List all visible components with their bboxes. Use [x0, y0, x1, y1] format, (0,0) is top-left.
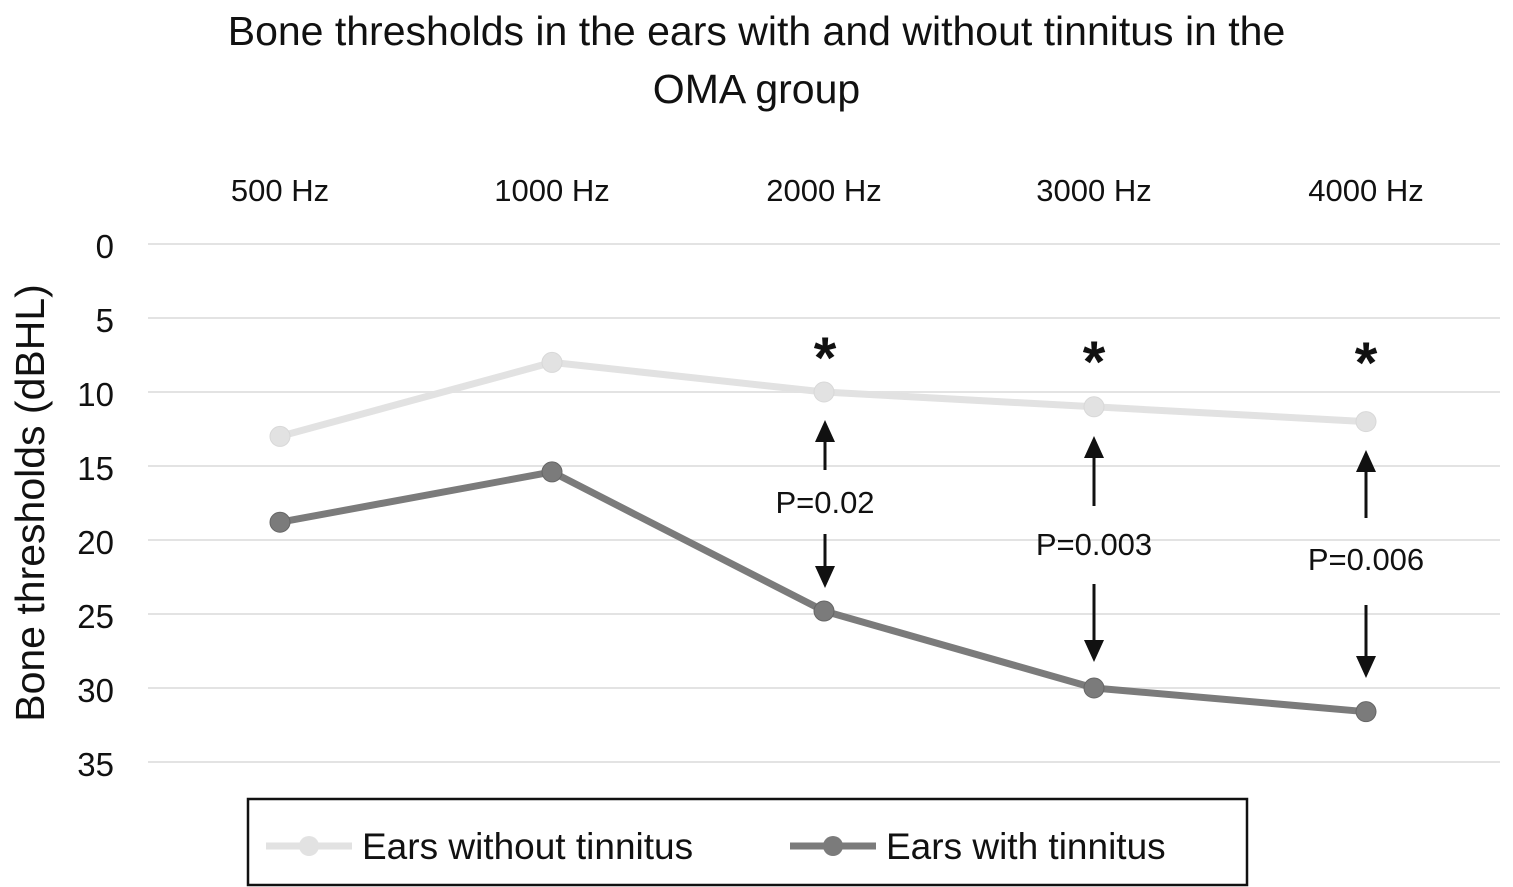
data-point [1355, 701, 1377, 723]
series [269, 351, 1377, 723]
legend-swatch-marker [823, 836, 843, 856]
y-tick-label: 0 [96, 228, 114, 265]
data-point [541, 351, 563, 373]
x-axis-ticks: 500 Hz 1000 Hz 2000 Hz 3000 Hz 4000 Hz [231, 173, 1424, 208]
chart-title-line-2: OMA group [652, 66, 861, 112]
data-point [1083, 396, 1105, 418]
annotations: * P=0.02 * P=0.003 * P=0.006 [775, 326, 1424, 678]
arrow-up [1356, 450, 1376, 518]
significance-star: * [1355, 331, 1378, 396]
series-1 [269, 351, 1377, 447]
data-point [1083, 677, 1105, 699]
x-tick-label: 4000 Hz [1308, 173, 1423, 208]
series-2 [269, 461, 1377, 723]
arrow-up [815, 420, 835, 470]
p-value-label: P=0.02 [775, 485, 874, 520]
x-tick-label: 3000 Hz [1036, 173, 1151, 208]
data-point [269, 511, 291, 533]
significance-star: * [814, 326, 837, 391]
y-axis-label: Bone thresholds (dBHL) [7, 284, 53, 722]
data-point [541, 461, 563, 483]
legend-box [246, 797, 1249, 887]
x-tick-label: 2000 Hz [766, 173, 881, 208]
y-tick-label: 20 [77, 524, 114, 561]
legend-label: Ears without tinnitus [362, 826, 693, 867]
significance-annotation: * P=0.003 [1036, 330, 1152, 662]
y-tick-label: 30 [77, 672, 114, 709]
y-tick-label: 25 [77, 598, 114, 635]
arrow-down [1084, 584, 1104, 662]
arrow-up [1084, 436, 1104, 506]
x-tick-label: 500 Hz [231, 173, 329, 208]
y-tick-label: 15 [77, 450, 114, 487]
chart-title-line-1: Bone thresholds in the ears with and wit… [227, 8, 1286, 54]
significance-star: * [1083, 330, 1106, 395]
significance-annotation: * P=0.02 [775, 326, 875, 588]
legend-swatch-marker [299, 836, 319, 856]
legend-item-2: Ears with tinnitus [790, 826, 1166, 867]
data-point [269, 425, 291, 447]
data-point [813, 600, 835, 622]
y-tick-label: 10 [77, 376, 114, 413]
p-value-label: P=0.006 [1308, 542, 1424, 577]
p-value-label: P=0.003 [1036, 527, 1152, 562]
x-tick-label: 1000 Hz [494, 173, 609, 208]
y-axis-ticks: 0 5 10 15 20 25 30 35 [77, 228, 114, 783]
data-point [1355, 411, 1377, 433]
y-tick-label: 5 [96, 302, 114, 339]
data-point [813, 381, 835, 403]
legend: Ears without tinnitus Ears with tinnitus [246, 797, 1249, 887]
legend-item-1: Ears without tinnitus [266, 826, 693, 867]
y-tick-label: 35 [77, 746, 114, 783]
chart-title: Bone thresholds in the ears with and wit… [0, 0, 1513, 118]
significance-annotation: * P=0.006 [1308, 331, 1424, 678]
legend-label: Ears with tinnitus [886, 826, 1166, 867]
arrow-down [815, 534, 835, 588]
arrow-down [1356, 605, 1376, 678]
